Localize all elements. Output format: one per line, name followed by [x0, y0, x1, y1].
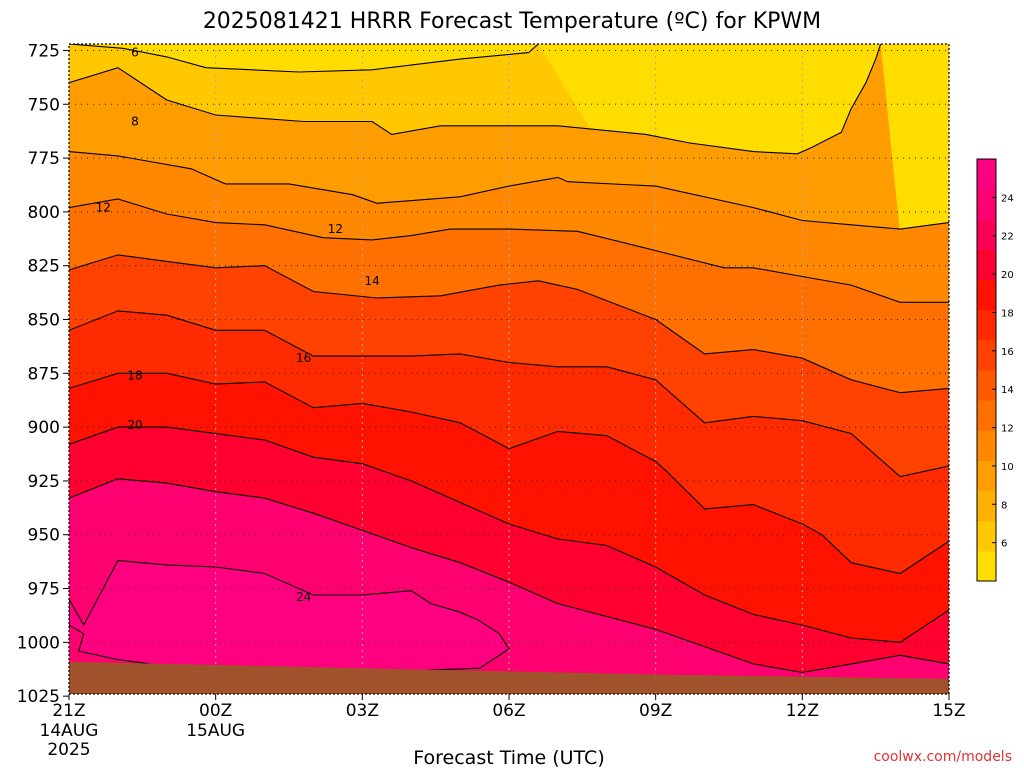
colorbar-segment	[977, 490, 996, 522]
colorbar-segment	[977, 370, 996, 401]
colorbar-label: 12	[1001, 424, 1014, 435]
contour-label: 18	[127, 368, 142, 382]
colorbar-label: 8	[1001, 500, 1007, 511]
isotherm-16	[69, 310, 949, 478]
colorbar-segment	[977, 460, 996, 492]
contour-label: 12	[328, 222, 343, 236]
x-tick-label: 21Z	[52, 701, 85, 721]
colorbar-label: 10	[1001, 462, 1014, 473]
ground-layer	[69, 661, 949, 694]
y-tick-label: 850	[28, 310, 60, 330]
pressure-axis: 725 750 775 800 825 850 875 900 925 950 975 1000 102…	[17, 41, 69, 707]
x-tick-label: 09Z	[639, 701, 672, 721]
y-tick-label: 800	[28, 203, 60, 223]
y-tick-label: 775	[28, 149, 60, 169]
y-tick-label: 1000	[17, 633, 60, 653]
isotherm-18	[69, 372, 949, 575]
y-tick-label: 975	[28, 580, 60, 600]
colorbar-segment	[977, 219, 996, 250]
y-tick-label: 875	[28, 364, 60, 384]
y-tick-label: 825	[28, 257, 60, 277]
x-tick-label: 15Z	[932, 701, 965, 721]
x-axis-title: Forecast Time (UTC)	[413, 747, 604, 768]
colorbar-segment	[977, 339, 996, 371]
colorbar-segment	[977, 249, 996, 281]
x-tick-sublabel: 15AUG	[186, 721, 245, 741]
colorbar-label: 24	[1001, 193, 1014, 204]
isotherm-12	[69, 198, 949, 303]
colorbar-segment	[977, 550, 996, 582]
isotherm-contours	[69, 44, 949, 674]
colorbar-label: 22	[1001, 232, 1014, 243]
colorbar-segment	[977, 309, 996, 341]
isotherm-6	[69, 44, 539, 73]
x-tick-sublabel: 2025	[47, 740, 90, 760]
colorbar: 6 8 10 12 14 16 18 20 22 24	[976, 158, 1014, 582]
colorbar-segment	[977, 400, 996, 431]
colorbar-label: 14	[1001, 385, 1014, 396]
contour-label: 8	[131, 114, 139, 128]
colorbar-segment	[977, 279, 996, 311]
grid-layer	[69, 44, 949, 694]
colorbar-segment	[977, 159, 996, 190]
colorbar-segment	[977, 430, 996, 461]
isotherm-24	[69, 560, 510, 674]
x-tick-label: 12Z	[786, 701, 819, 721]
y-tick-label: 925	[28, 472, 60, 492]
isotherm-14	[69, 254, 949, 394]
colorbar-frame	[976, 158, 997, 582]
colorbar-label: 18	[1001, 308, 1014, 319]
ground-surface	[69, 661, 949, 694]
contour-label: 6	[131, 46, 139, 60]
isotherm-10	[69, 151, 949, 230]
colorbar-segment	[977, 189, 996, 220]
y-tick-label: 725	[28, 41, 60, 61]
x-tick-sublabel: 14AUG	[40, 721, 99, 741]
y-tick-label: 950	[28, 526, 60, 546]
isotherm-8	[69, 44, 882, 155]
colorbar-label: 16	[1001, 347, 1014, 358]
contour-label: 14	[364, 274, 379, 288]
band-above-24	[69, 560, 509, 673]
contour-labels: 6 8 12 12 14 16 18 20 24	[96, 46, 380, 605]
y-tick-label: 750	[28, 95, 60, 115]
colorbar-segment	[977, 520, 996, 552]
contour-label: 24	[296, 590, 311, 604]
x-tick-label: 00Z	[199, 701, 232, 721]
colorbar-label: 6	[1001, 539, 1007, 550]
chart-title: 2025081421 HRRR Forecast Temperature (ºC…	[203, 9, 821, 34]
contour-label: 16	[296, 351, 311, 365]
y-tick-label: 1025	[17, 687, 60, 707]
credit-link[interactable]: coolwx.com/models	[874, 749, 1012, 765]
isotherm-22	[69, 478, 949, 674]
colorbar-label: 20	[1001, 270, 1014, 281]
x-tick-label: 03Z	[346, 701, 379, 721]
y-tick-label: 900	[28, 418, 60, 438]
x-tick-label: 06Z	[492, 701, 525, 721]
contour-label: 12	[96, 201, 111, 215]
isotherm-20	[69, 426, 949, 643]
contour-label: 20	[127, 418, 142, 432]
